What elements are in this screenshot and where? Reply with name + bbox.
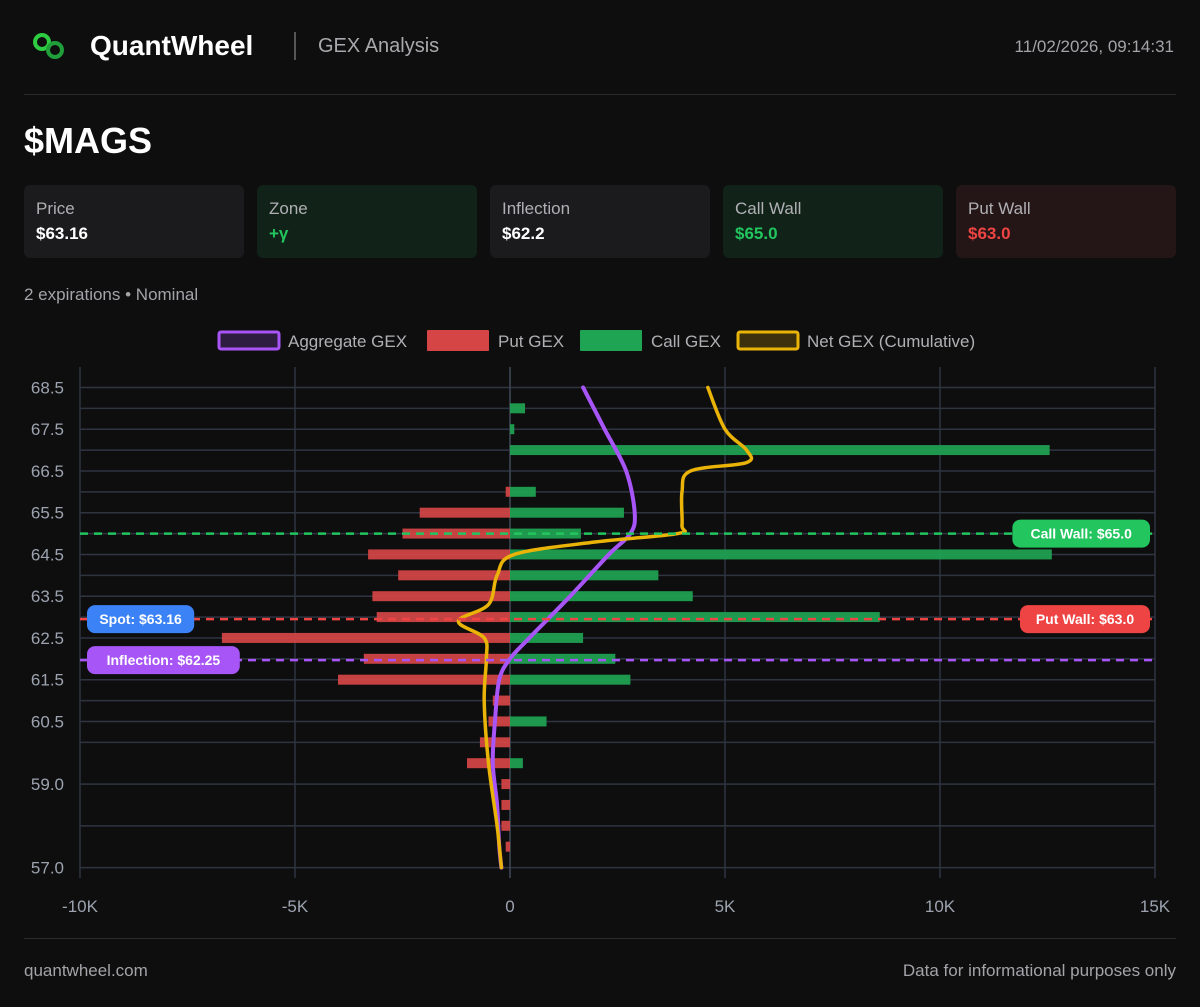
expirations-info: 2 expirations • Nominal: [24, 285, 199, 304]
aggregate-gex-line: [490, 385, 637, 870]
legend-label: Put GEX: [498, 332, 564, 351]
card-label: Put Wall: [968, 199, 1031, 218]
gex-chart: Aggregate GEX Put GEX Call GEX Net GEX (Cum…: [31, 330, 1171, 916]
reference-label: Inflection: $62.25: [107, 652, 221, 668]
reference-label-badge: [1020, 605, 1150, 634]
x-tick-label: 10K: [925, 897, 956, 916]
call-gex-bar: [510, 632, 584, 643]
put-gex-bar: [398, 570, 510, 581]
x-tick-label: 5K: [715, 897, 736, 916]
brand-name: QuantWheel: [90, 30, 254, 61]
timestamp: 11/02/2026, 09:14:31: [1014, 37, 1174, 56]
y-tick-label: 61.5: [31, 671, 64, 690]
card-value: +γ: [269, 224, 289, 243]
call-gex-bar: [510, 653, 616, 664]
put-gex-bar: [492, 695, 510, 706]
reference-lines: Call Wall: $65.0 Put Wall: $63.0 Spot: $63…: [80, 519, 1155, 675]
y-tick-label: 68.5: [31, 378, 64, 397]
put-gex-bar: [501, 779, 510, 790]
call-gex-bar: [510, 403, 526, 414]
net-gex-line: [456, 385, 754, 870]
y-tick-label: 63.5: [31, 587, 64, 606]
footer-disclaimer: Data for informational purposes only: [902, 961, 1176, 980]
stat-cards: Price $63.16 Zone +γ Inflection $62.2 Ca…: [24, 185, 1176, 258]
card-put-wall: Put Wall $63.0: [956, 185, 1176, 258]
call-gex-bar: [510, 486, 536, 497]
footer: quantwheel.com Data for informational pu…: [24, 938, 1176, 1007]
legend-label: Aggregate GEX: [288, 332, 407, 351]
chart-lines: [456, 385, 754, 870]
legend-swatch: [427, 330, 489, 351]
card-value: $62.2: [502, 224, 545, 243]
call-gex-bar: [510, 612, 880, 623]
call-gex-bar: [510, 758, 523, 769]
page-subtitle: GEX Analysis: [318, 35, 440, 57]
call-gex-bar: [510, 424, 515, 435]
card-value: $63.0: [968, 224, 1011, 243]
x-tick-label: -5K: [282, 897, 309, 916]
put-gex-bar: [505, 841, 510, 852]
call-gex-bar: [510, 445, 1050, 456]
put-gex-bar: [376, 612, 510, 623]
footer-site: quantwheel.com: [24, 961, 148, 980]
legend-swatch: [217, 330, 281, 351]
header: QuantWheel GEX Analysis 11/02/2026, 09:1…: [24, 0, 1176, 95]
card-label: Inflection: [502, 199, 571, 218]
ticker-symbol: $MAGS: [24, 120, 153, 161]
put-gex-bar: [501, 799, 510, 810]
y-tick-label: 67.5: [31, 420, 64, 439]
reference-label: Call Wall: $65.0: [1030, 526, 1132, 542]
card-label: Call Wall: [735, 199, 802, 218]
card-label: Zone: [269, 199, 308, 218]
put-gex-bar: [505, 486, 510, 497]
chart-axes: -10K -5K 0 5K 10K 15K 57.0 59.0 60.5 61.5 62.5 63.5…: [31, 378, 1171, 916]
chart-grid: [79, 367, 1156, 878]
reference-label: Put Wall: $63.0: [1036, 611, 1135, 627]
put-gex-bar: [419, 507, 510, 518]
card-price: Price $63.16: [24, 185, 244, 258]
chart-legend: Aggregate GEX Put GEX Call GEX Net GEX (Cum…: [217, 330, 975, 351]
put-gex-bar: [368, 549, 510, 560]
card-inflection: Inflection $62.2: [490, 185, 710, 258]
reference-label-badge: [1012, 519, 1150, 548]
reference-label-badge: [87, 605, 195, 634]
card-value: $65.0: [735, 224, 778, 243]
reference-label-badge: [87, 646, 240, 675]
y-tick-label: 62.5: [31, 629, 64, 648]
x-tick-label: 15K: [1140, 897, 1171, 916]
call-gex-bar: [510, 591, 693, 602]
quantwheel-logo-icon: [33, 33, 64, 59]
legend-label: Net GEX (Cumulative): [807, 332, 975, 351]
y-tick-label: 64.5: [31, 545, 64, 564]
call-gex-bar: [510, 674, 631, 685]
y-tick-label: 65.5: [31, 504, 64, 523]
put-gex-bar: [402, 528, 510, 539]
y-tick-label: 66.5: [31, 462, 64, 481]
put-gex-bar: [363, 653, 510, 664]
put-gex-bar: [372, 591, 510, 602]
card-call-wall: Call Wall $65.0: [723, 185, 943, 258]
legend-swatch: [580, 330, 642, 351]
header-divider: [294, 32, 296, 60]
y-tick-label: 57.0: [31, 859, 64, 878]
reference-label: Spot: $63.16: [99, 611, 182, 627]
legend-label: Call GEX: [651, 332, 721, 351]
put-gex-bar: [221, 632, 510, 643]
x-tick-label: -10K: [62, 897, 99, 916]
call-gex-bar: [510, 507, 624, 518]
call-gex-bar: [510, 570, 659, 581]
card-zone: Zone +γ: [257, 185, 477, 258]
legend-swatch: [736, 330, 800, 351]
put-gex-bar: [338, 674, 510, 685]
call-gex-bar: [510, 716, 547, 727]
put-gex-bar: [488, 716, 510, 727]
put-gex-bar: [501, 820, 510, 831]
call-gex-bar: [510, 549, 1052, 560]
y-tick-label: 59.0: [31, 775, 64, 794]
card-value: $63.16: [36, 224, 88, 243]
x-tick-label: 0: [505, 897, 514, 916]
card-label: Price: [36, 199, 75, 218]
y-tick-label: 60.5: [31, 712, 64, 731]
